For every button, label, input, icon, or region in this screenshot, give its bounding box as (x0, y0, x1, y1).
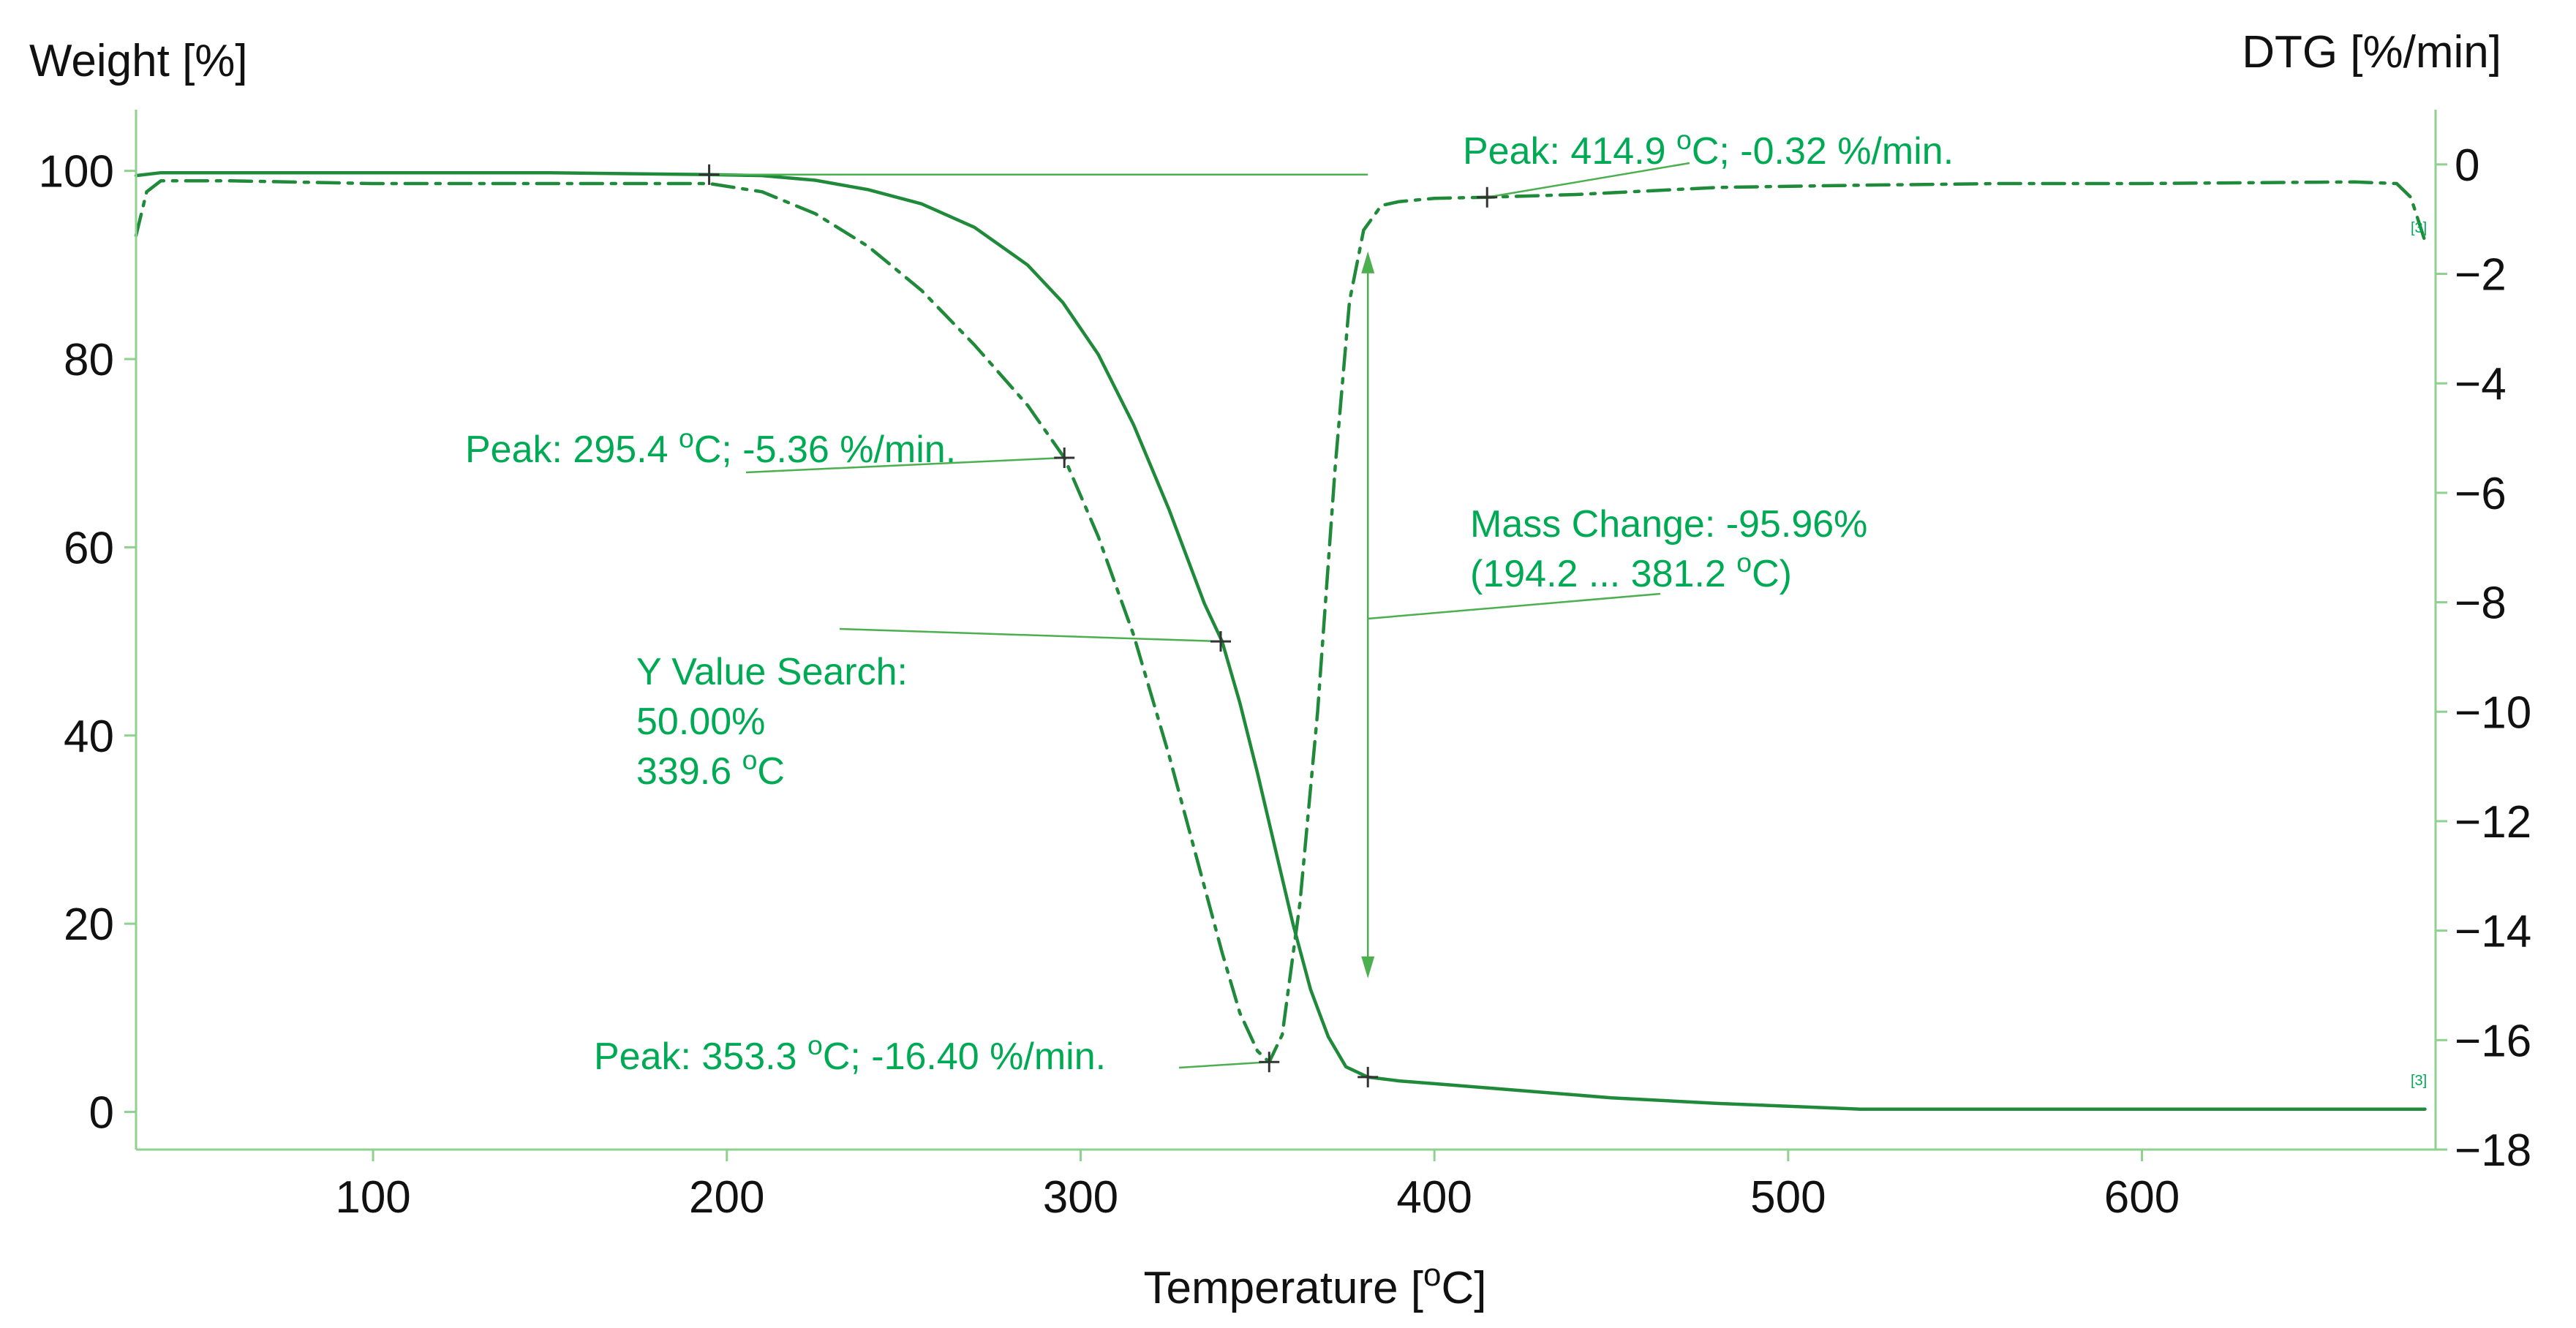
x-tick-label: 200 (689, 1172, 764, 1223)
y-left-tick-label: 0 (89, 1088, 114, 1139)
y-value-search-temperature: 339.6 oC (636, 744, 785, 793)
y-left-tick-label: 100 (39, 147, 114, 197)
y-right-tick-label: −14 (2455, 907, 2531, 957)
peak-marker (1054, 447, 1075, 468)
mass-change-leader (1368, 592, 1661, 620)
y-right-title: DTG [%/min] (2242, 27, 2501, 78)
mass-change-label: Mass Change: -95.96% (1470, 503, 1867, 546)
arrow-head-up (1361, 251, 1375, 273)
peak-marker (1210, 631, 1232, 652)
y-value-search-percent: 50.00% (636, 701, 765, 743)
peak-353-label: Peak: 353.3 oC; -16.40 %/min. (594, 1030, 1106, 1078)
dtg-range-marker: [3] (2411, 220, 2427, 236)
y-right-tick-label: −12 (2455, 797, 2531, 848)
y-left-tick-label: 80 (64, 335, 114, 385)
peak-marker (1477, 186, 1498, 208)
y-right-tick-label: −2 (2455, 250, 2507, 301)
y-value-search-title: Y Value Search: (636, 651, 908, 693)
weight-curve (134, 170, 2427, 1111)
peak-414-label: Peak: 414.9 oC; -0.32 %/min. (1463, 124, 1954, 173)
y-right-tick-label: 0 (2455, 140, 2479, 191)
y-right-tick-label: −4 (2455, 359, 2507, 410)
peak-marker (1357, 1066, 1379, 1087)
peak-295-label: Peak: 295.4 oC; -5.36 %/min. (465, 423, 956, 471)
weight-range-marker: [3] (2411, 1073, 2427, 1089)
y-right-tick-label: −6 (2455, 469, 2507, 519)
arrow-head-down (1361, 956, 1375, 978)
peak-414-leader (1487, 162, 1690, 198)
x-tick-label: 600 (2104, 1172, 2180, 1223)
peak-353-leader (1178, 1061, 1270, 1069)
peak-marker (698, 164, 720, 185)
mass-change-range-label: (194.2 ... 381.2 oC) (1470, 547, 1792, 595)
y-right-tick-label: −18 (2455, 1125, 2531, 1176)
y-right-tick-label: −10 (2455, 687, 2531, 738)
x-tick-label: 300 (1043, 1172, 1118, 1223)
x-tick-label: 500 (1750, 1172, 1826, 1223)
peak-295-leader (745, 456, 1065, 474)
y-left-tick-label: 20 (64, 899, 114, 950)
y-value-leader (839, 627, 1221, 643)
x-axis-title: Temperature [oC] (1144, 1257, 1487, 1313)
y-right-tick-label: −16 (2455, 1016, 2531, 1066)
y-left-title: Weight [%] (29, 36, 248, 86)
peak-marker (1259, 1052, 1280, 1073)
y-left-tick-label: 40 (64, 712, 114, 762)
y-left-tick-label: 60 (64, 523, 114, 573)
dtg-curve (134, 179, 2427, 1064)
x-tick-label: 100 (335, 1172, 410, 1223)
x-tick-label: 400 (1396, 1172, 1472, 1223)
y-right-tick-label: −8 (2455, 578, 2507, 629)
